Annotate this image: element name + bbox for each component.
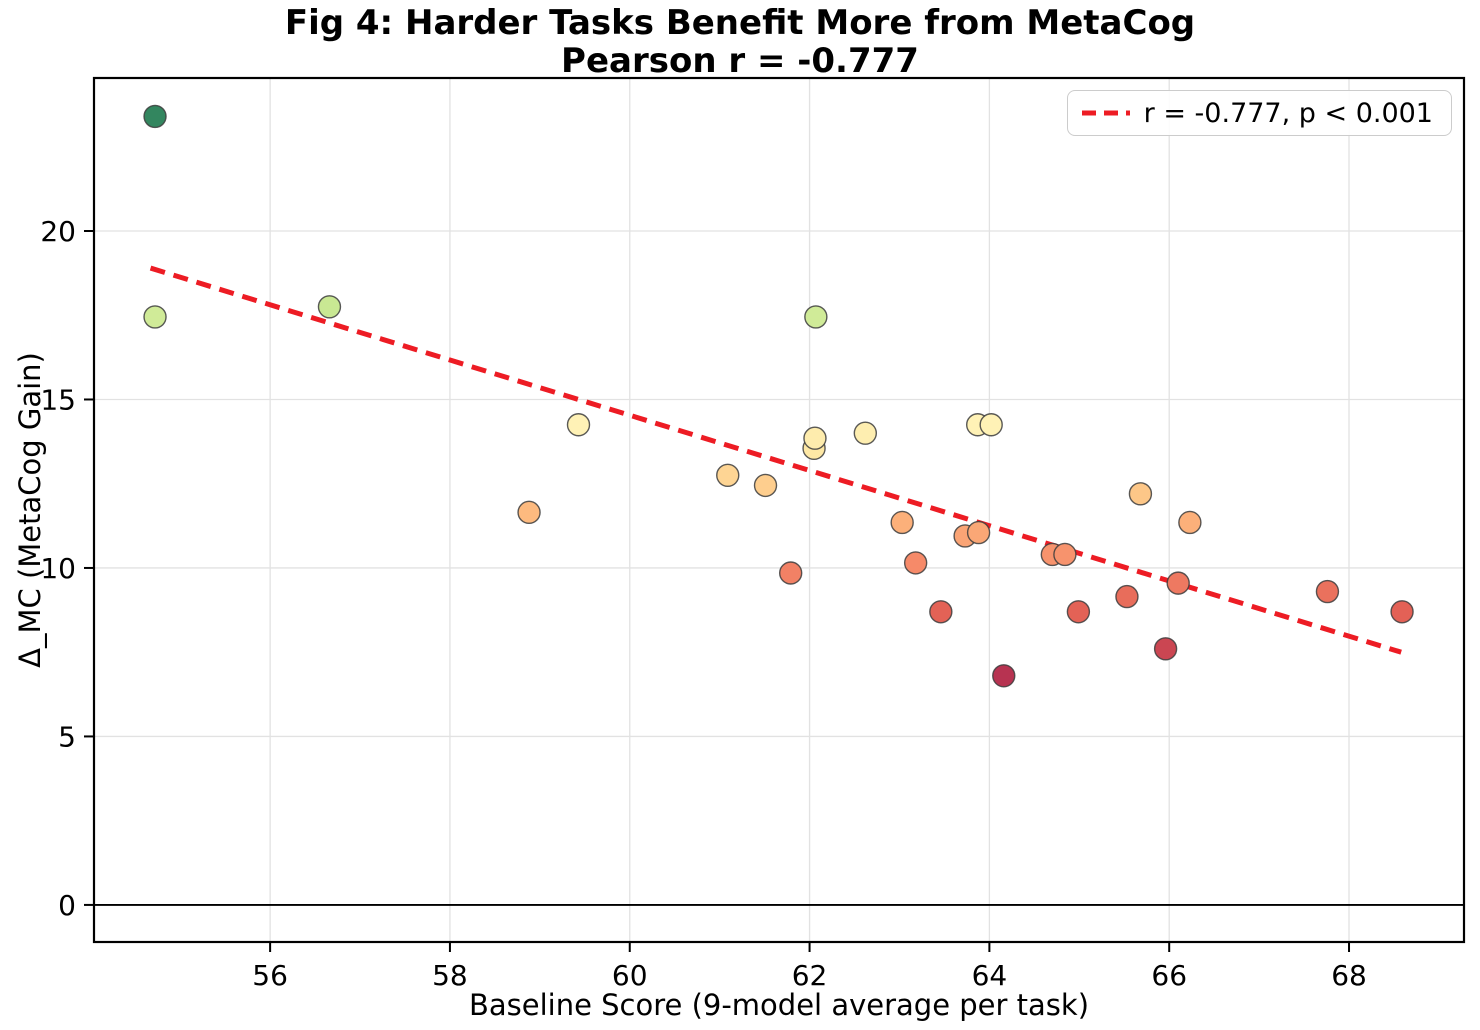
trend-line <box>149 265 1402 655</box>
scatter-plot-canvas: 56 58 60 62 64 66 68 0 5 10 15 20 <box>40 76 1466 992</box>
scatter-point <box>1053 542 1077 567</box>
scatter-point <box>979 413 1003 437</box>
y-tick-label: 15 <box>40 383 76 416</box>
chart-subtitle: Pearson r = -0.777 <box>561 41 919 81</box>
y-tick-label: 10 <box>40 552 76 585</box>
x-tick-label: 64 <box>972 959 1008 992</box>
scatter-point <box>1128 482 1153 506</box>
scatter-point <box>1315 579 1340 604</box>
x-tick-label: 66 <box>1151 959 1187 992</box>
scatter-point <box>517 500 541 525</box>
x-tick-label: 58 <box>432 959 468 992</box>
scatter-point <box>566 413 591 437</box>
chart-title: Fig 4: Harder Tasks Benefit More from Me… <box>284 3 1196 43</box>
scatter-point <box>143 104 167 129</box>
scatter-point <box>1390 600 1414 624</box>
x-tick-label: 62 <box>792 959 828 992</box>
scatter-point <box>1066 600 1091 624</box>
scatter-point <box>853 421 878 445</box>
x-tick-label: 60 <box>612 959 648 992</box>
y-tick-label: 20 <box>40 215 76 248</box>
y-axis-label: Δ_MC (MetaCog Gain) <box>13 352 47 668</box>
scatter-point <box>966 520 991 545</box>
y-tick-label: 0 <box>58 889 76 922</box>
chart-title-block: Fig 4: Harder Tasks Benefit More from Me… <box>0 4 1480 80</box>
legend: r = -0.777, p < 0.001 <box>1066 90 1452 136</box>
scatter-point <box>804 305 828 329</box>
legend-label: r = -0.777, p < 0.001 <box>1143 97 1433 129</box>
scatter-point <box>992 664 1016 688</box>
scatter-point <box>1153 637 1178 661</box>
plot-area: 56 58 60 62 64 66 68 0 5 10 15 20 <box>40 76 1466 992</box>
scatter-point <box>143 305 167 329</box>
scatter-point <box>716 463 740 487</box>
scatter-point <box>903 551 928 575</box>
scatter-point <box>890 510 914 535</box>
x-axis-label: Baseline Score (9-model average per task… <box>468 988 1090 1022</box>
legend-dashed-line-icon <box>1081 110 1130 116</box>
scatter-point <box>1115 584 1139 609</box>
scatter-point <box>778 561 803 585</box>
x-tick-label: 68 <box>1331 959 1367 992</box>
scatter-point <box>753 473 778 498</box>
scatter-point <box>1166 571 1190 595</box>
scatter-point <box>317 295 342 319</box>
axes-frame <box>92 76 1466 944</box>
y-tick-label: 5 <box>58 720 76 753</box>
scatter-point <box>803 426 827 450</box>
x-tick-label: 56 <box>252 959 288 992</box>
scatter-point <box>1178 510 1202 535</box>
scatter-point <box>929 600 953 624</box>
